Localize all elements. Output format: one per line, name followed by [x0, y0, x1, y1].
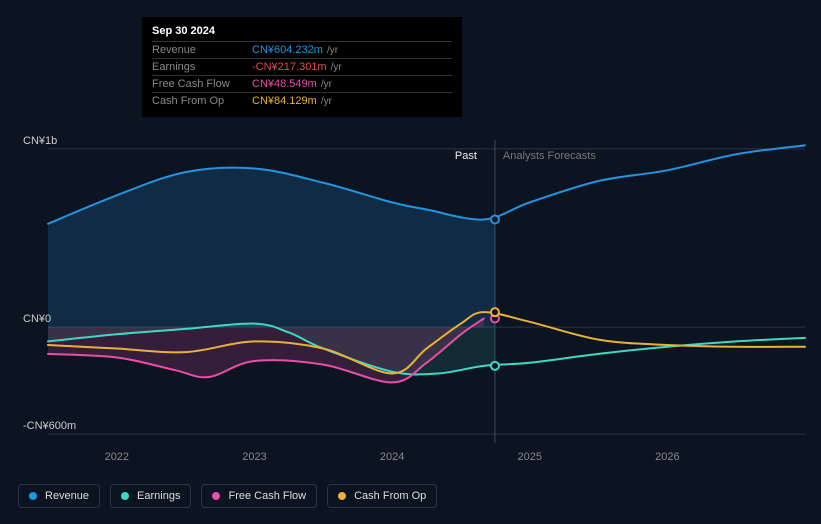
x-axis-label: 2024: [380, 451, 404, 463]
x-axis-label: 2025: [517, 451, 541, 463]
tooltip-row: Cash From OpCN¥84.129m/yr: [152, 92, 452, 109]
tooltip-row: Free Cash FlowCN¥48.549m/yr: [152, 75, 452, 92]
chart-tooltip: Sep 30 2024RevenueCN¥604.232m/yrEarnings…: [142, 17, 462, 117]
legend-item-label: Cash From Op: [354, 490, 426, 502]
legend-item-earnings[interactable]: Earnings: [110, 484, 191, 508]
tooltip-title: Sep 30 2024: [152, 25, 452, 37]
tooltip-row-unit: /yr: [331, 62, 342, 73]
legend-item-revenue[interactable]: Revenue: [18, 484, 100, 508]
legend-item-label: Free Cash Flow: [228, 490, 306, 502]
tooltip-row-label: Cash From Op: [152, 95, 252, 107]
cfo-highlight-marker: [491, 308, 499, 316]
legend-item-cfo[interactable]: Cash From Op: [327, 484, 437, 508]
tooltip-row-label: Earnings: [152, 61, 252, 73]
tooltip-row: RevenueCN¥604.232m/yr: [152, 41, 452, 58]
tooltip-row: Earnings-CN¥217.301m/yr: [152, 58, 452, 75]
legend-dot-icon: [29, 492, 37, 500]
revenue-highlight-marker: [491, 215, 499, 223]
legend-item-fcf[interactable]: Free Cash Flow: [201, 484, 317, 508]
tooltip-row-label: Free Cash Flow: [152, 78, 252, 90]
tooltip-row-unit: /yr: [321, 96, 332, 107]
y-axis-label: -CN¥600m: [23, 420, 76, 432]
revenue-area: [48, 145, 805, 327]
legend: Revenue Earnings Free Cash Flow Cash From O…: [18, 484, 437, 508]
y-axis-label: CN¥0: [23, 313, 51, 325]
tooltip-row-label: Revenue: [152, 44, 252, 56]
past-label: Past: [455, 150, 477, 162]
legend-item-label: Revenue: [45, 490, 89, 502]
x-axis-label: 2022: [105, 451, 129, 463]
legend-item-label: Earnings: [137, 490, 180, 502]
legend-dot-icon: [212, 492, 220, 500]
tooltip-row-unit: /yr: [327, 45, 338, 56]
legend-dot-icon: [338, 492, 346, 500]
y-axis-label: CN¥1b: [23, 135, 57, 147]
tooltip-row-value: CN¥48.549m: [252, 78, 317, 90]
earnings-highlight-marker: [491, 362, 499, 370]
tooltip-row-unit: /yr: [321, 79, 332, 90]
tooltip-row-value: CN¥604.232m: [252, 44, 323, 56]
x-axis-label: 2023: [242, 451, 266, 463]
tooltip-row-value: CN¥84.129m: [252, 95, 317, 107]
forecast-label: Analysts Forecasts: [503, 150, 596, 162]
legend-dot-icon: [121, 492, 129, 500]
x-axis-label: 2026: [655, 451, 679, 463]
tooltip-row-value: -CN¥217.301m: [252, 61, 327, 73]
